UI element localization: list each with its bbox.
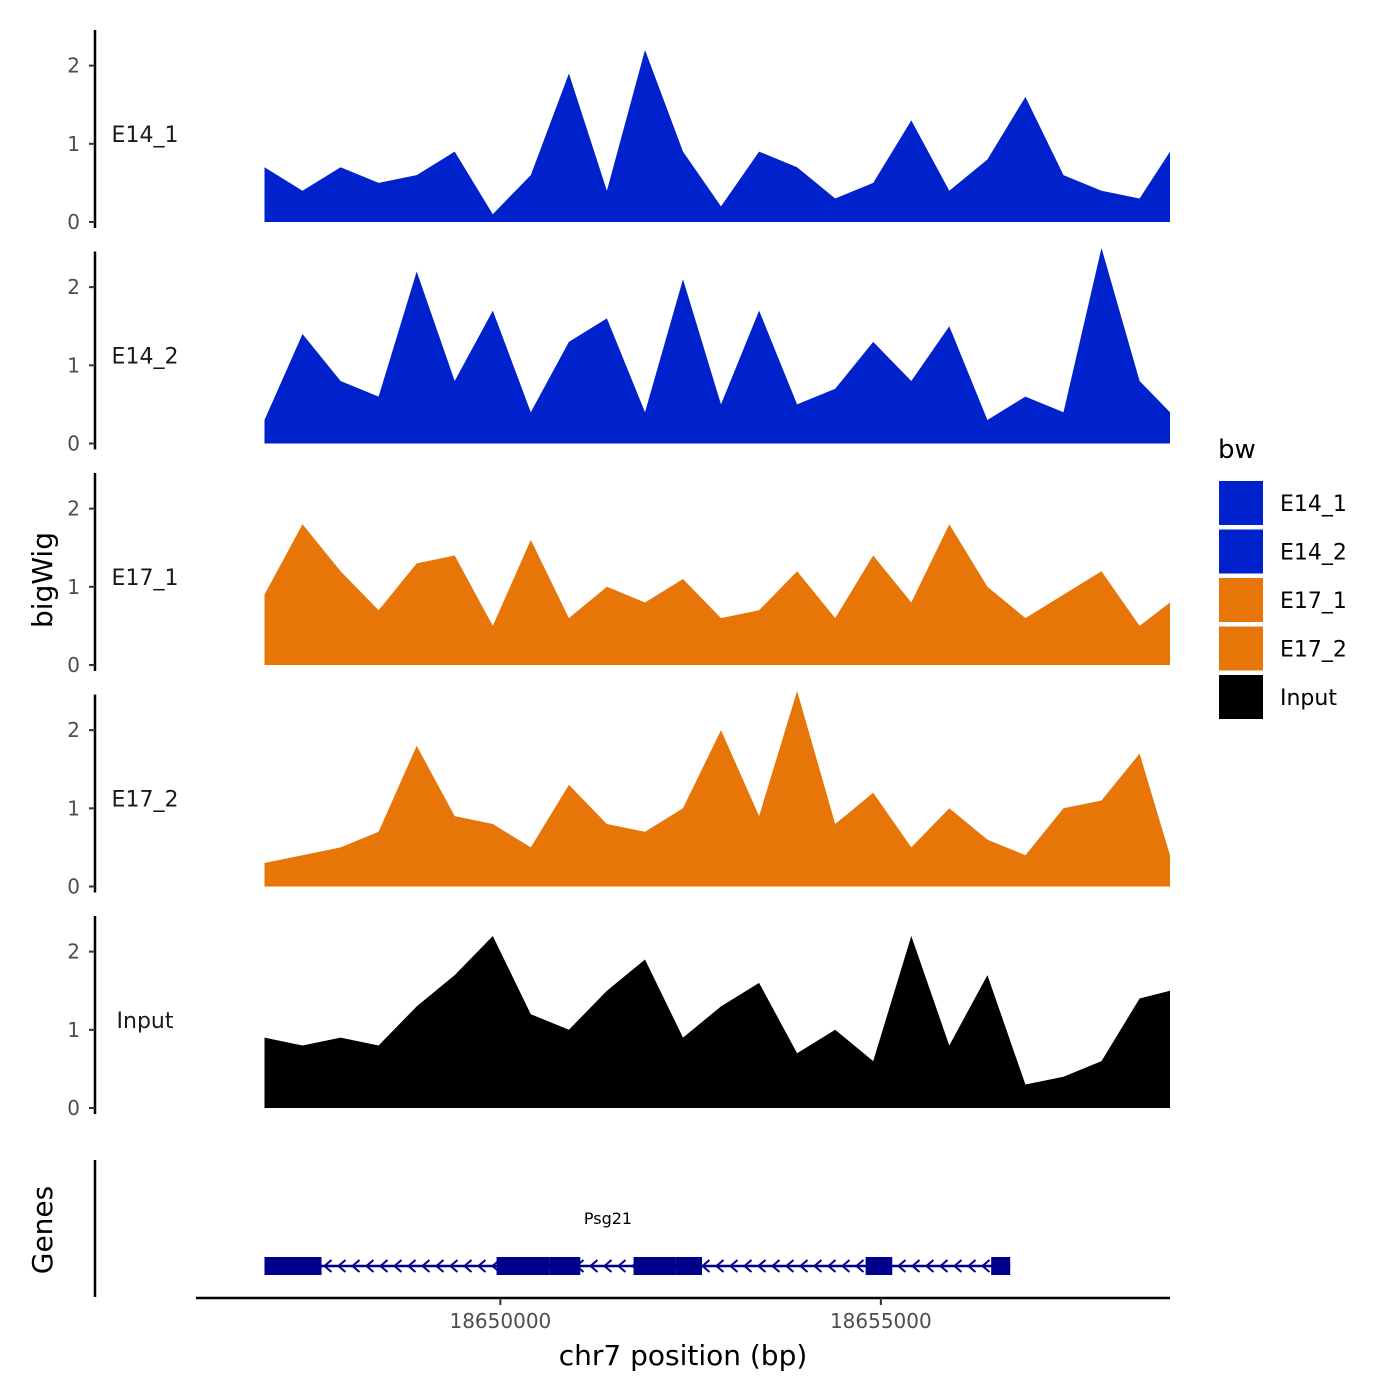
track-panel-e17-1: 0 1 2 E17_1: [67, 473, 1170, 677]
y-tick-label: 0: [67, 1096, 80, 1120]
y-tick-label: 0: [67, 875, 80, 899]
x-tick-label: 18650000: [449, 1309, 551, 1333]
legend-label: E17_1: [1280, 589, 1347, 614]
strand-arrow-icon: [336, 1259, 347, 1273]
strand-arrow-icon: [462, 1259, 473, 1273]
y-tick-label: 0: [67, 432, 80, 456]
strand-arrow-icon: [742, 1259, 753, 1273]
strand-arrow-icon: [854, 1259, 865, 1273]
y-tick-label: 1: [67, 132, 80, 156]
strand-arrow-icon: [728, 1259, 739, 1273]
strand-arrow-icon: [980, 1259, 991, 1273]
track-panel-e17-2: 0 1 2 E17_2: [67, 691, 1170, 899]
legend-swatch: [1219, 578, 1263, 622]
strand-arrow-icon: [784, 1259, 795, 1273]
gene-exon: [549, 1257, 581, 1275]
strand-arrow-icon: [910, 1259, 921, 1273]
y-tick-label: 2: [67, 718, 80, 742]
strand-arrow-icon: [434, 1259, 445, 1273]
signal-area-e14-2: [264, 248, 1170, 444]
signal-area-e14-1: [264, 50, 1170, 222]
legend-title: bw: [1218, 435, 1256, 465]
track-label: E17_2: [112, 788, 179, 813]
legend-label: E17_2: [1280, 638, 1347, 663]
y-tick-label: 1: [67, 353, 80, 377]
y-tick-label: 1: [67, 796, 80, 820]
strand-arrow-icon: [420, 1259, 431, 1273]
strand-arrow-icon: [602, 1259, 613, 1273]
gene-exon: [865, 1257, 893, 1275]
track-panel-e14-2: 0 1 2 E14_2: [67, 248, 1170, 456]
strand-arrow-icon: [378, 1259, 389, 1273]
strand-arrow-icon: [938, 1259, 949, 1273]
gene-track-title: Genes: [26, 1186, 59, 1274]
signal-area-e17-1: [264, 524, 1170, 665]
y-tick-label: 2: [67, 940, 80, 964]
strand-arrow-icon: [700, 1259, 711, 1273]
strand-arrow-icon: [966, 1259, 977, 1273]
strand-arrow-icon: [350, 1259, 361, 1273]
y-tick-label: 2: [67, 497, 80, 521]
y-axis-title: bigWig: [26, 532, 59, 628]
strand-arrow-icon: [924, 1259, 935, 1273]
strand-arrow-icon: [714, 1259, 725, 1273]
track-label: E17_1: [112, 566, 179, 591]
y-tick-label: 1: [67, 575, 80, 599]
y-tick-label: 0: [67, 210, 80, 234]
track-panel-e14-1: 0 1 2 E14_1: [67, 30, 1170, 234]
strand-arrow-icon: [840, 1259, 851, 1273]
legend-label: Input: [1280, 686, 1337, 711]
strand-arrow-icon: [588, 1259, 599, 1273]
strand-arrow-icon: [406, 1259, 417, 1273]
gene-exon: [633, 1257, 676, 1275]
track-label: Input: [117, 1009, 174, 1034]
y-tick-label: 0: [67, 653, 80, 677]
legend-swatch: [1219, 481, 1263, 525]
gene-exon: [264, 1257, 322, 1275]
track-label: E14_2: [112, 345, 179, 370]
legend-swatch: [1219, 529, 1263, 574]
x-axis-title: chr7 position (bp): [559, 1339, 808, 1372]
gene-name-label: Psg21: [584, 1209, 632, 1228]
strand-arrow-icon: [826, 1259, 837, 1273]
y-tick-label: 2: [67, 54, 80, 78]
strand-arrow-icon: [952, 1259, 963, 1273]
strand-arrow-icon: [448, 1259, 459, 1273]
strand-arrow-icon: [364, 1259, 375, 1273]
signal-area-e17-2: [264, 691, 1170, 887]
x-tick-label: 18655000: [830, 1309, 932, 1333]
strand-arrow-icon: [756, 1259, 767, 1273]
strand-arrow-icon: [812, 1259, 823, 1273]
strand-arrow-icon: [616, 1259, 627, 1273]
strand-arrow-icon: [798, 1259, 809, 1273]
legend-swatch: [1219, 626, 1263, 671]
track-label: E14_1: [112, 123, 179, 148]
y-tick-label: 1: [67, 1018, 80, 1042]
gene-exon: [675, 1257, 703, 1275]
gene-exon: [991, 1257, 1011, 1275]
legend-label: E14_2: [1280, 541, 1347, 566]
gene-exon: [496, 1257, 550, 1275]
track-panel-input: 0 1 2 Input: [67, 916, 1170, 1120]
strand-arrow-icon: [770, 1259, 781, 1273]
strand-arrow-icon: [476, 1259, 487, 1273]
strand-arrow-icon: [322, 1259, 333, 1273]
strand-arrow-icon: [392, 1259, 403, 1273]
y-tick-label: 2: [67, 275, 80, 299]
strand-arrow-icon: [896, 1259, 907, 1273]
legend-label: E14_1: [1280, 492, 1347, 517]
legend-swatch: [1219, 675, 1263, 719]
signal-area-input: [264, 936, 1170, 1108]
